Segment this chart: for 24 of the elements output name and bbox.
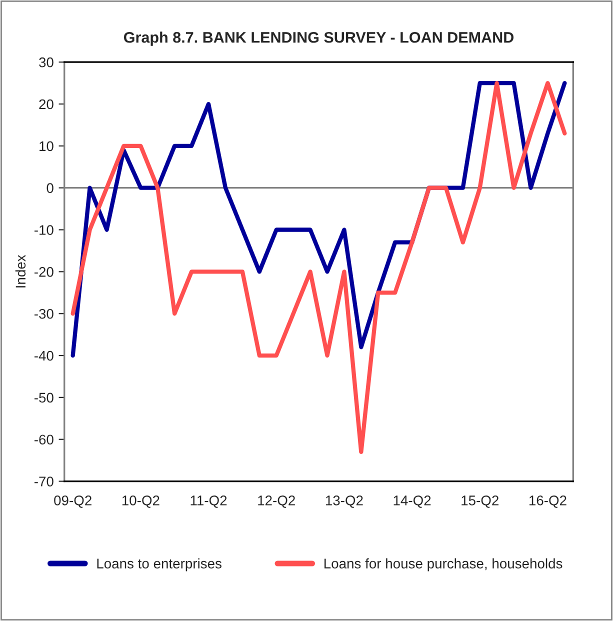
line-series [70, 80, 567, 454]
y-tick-label: 10 [40, 141, 54, 152]
legend-label: Loans to enterprises [97, 558, 222, 572]
chart-title: Graph 8.7. BANK LENDING SURVEY - LOAN DEMAND [124, 32, 514, 46]
y-tick-label: -70 [34, 476, 54, 486]
x-tick-label: 10-Q2 [122, 496, 160, 508]
y-axis-title: Index [15, 254, 26, 288]
x-tick-label: 16-Q2 [529, 496, 566, 508]
y-tick-label: 30 [39, 57, 54, 68]
x-tick-label: 15-Q2 [462, 496, 498, 508]
y-tick-label: 0 [46, 183, 54, 194]
y-tick-label: -30 [34, 308, 54, 319]
y-tick-label: -20 [34, 267, 54, 277]
x-tick-label: 13-Q2 [326, 496, 363, 508]
y-tick-label: -50 [34, 392, 54, 403]
y-tick-label: -40 [34, 350, 54, 361]
y-tick-label: 20 [39, 99, 54, 110]
x-tick-label: 11-Q2 [190, 496, 227, 508]
legend-label: Loans for house purchase, households [324, 558, 562, 572]
x-tick-label: 12-Q2 [258, 496, 295, 508]
x-tick-label: 09-Q2 [54, 496, 92, 508]
y-tick-label: -60 [34, 434, 54, 445]
x-tick-label: 14-Q2 [394, 496, 431, 508]
y-tick-label: -10 [34, 225, 54, 235]
